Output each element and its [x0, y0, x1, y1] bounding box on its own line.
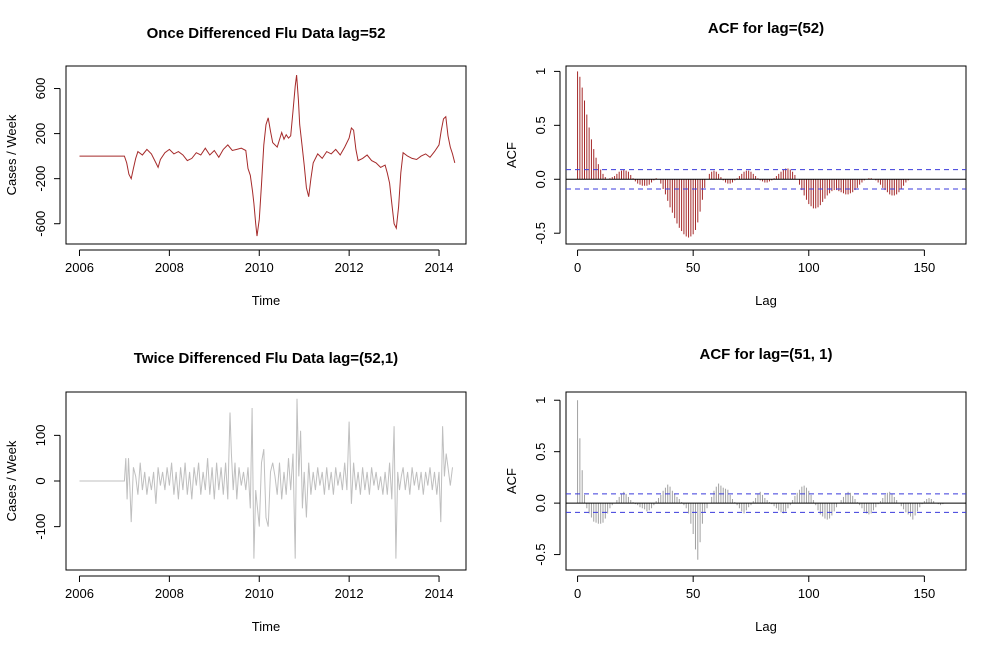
x-tick-label: 2014	[425, 260, 454, 275]
y-tick-label: 100	[33, 425, 48, 447]
y-tick-label: 600	[33, 78, 48, 100]
y-axis-label: Cases / Week	[4, 114, 19, 195]
x-tick-label: 2010	[245, 586, 274, 601]
plot-frame	[565, 65, 967, 245]
x-tick-label: 2006	[65, 586, 94, 601]
x-tick-label: 150	[914, 586, 936, 601]
x-tick-label: 2006	[65, 260, 94, 275]
x-tick-label: 2010	[245, 260, 274, 275]
x-axis-label: Lag	[755, 619, 777, 634]
x-tick-label: 100	[798, 586, 820, 601]
y-tick-label: -0.5	[533, 543, 548, 565]
chart-title: Twice Differenced Flu Data lag=(52,1)	[133, 350, 399, 367]
plot-frame	[65, 391, 467, 571]
y-axis-label: Cases / Week	[4, 440, 19, 521]
chart-svg: 2006 2008 2010 2012 2014 Time -100 0 100 Cases / …	[4, 391, 467, 634]
x-tick-label: 0	[574, 260, 581, 275]
x-tick-label: 2012	[335, 260, 364, 275]
y-tick-label: 0.5	[533, 116, 548, 134]
y-tick-label: 1	[533, 397, 548, 404]
series-line	[79, 74, 456, 237]
chart-svg: 0 50 100 150 Lag -0.5 0.0 0.5 1 ACF	[504, 65, 967, 308]
x-tick-label: 2012	[335, 586, 364, 601]
x-tick-label: 2008	[155, 586, 184, 601]
chart-title: Once Differenced Flu Data lag=52	[146, 25, 386, 42]
chart-panel-acf-51-1: ACF for lag=(51, 1) 0 50 100 150 Lag -0.5 0.0 0…	[500, 326, 1000, 652]
y-tick-label: 0.0	[533, 170, 548, 188]
x-tick-label: 50	[686, 260, 700, 275]
chart-title: ACF for lag=(51, 1)	[699, 346, 833, 363]
y-axis-label: ACF	[504, 142, 519, 168]
y-tick-label: 0	[33, 477, 48, 484]
x-tick-label: 150	[914, 260, 936, 275]
chart-panel-acf-52: ACF for lag=(52) 0 50 100 150 Lag -0.5 0.0 0.5 1…	[500, 0, 1000, 326]
x-axis-label: Lag	[755, 293, 777, 308]
plot-frame	[565, 391, 967, 571]
chart-svg: 2006 2008 2010 2012 2014 Time -600 -200 200 600 Ca…	[4, 65, 467, 308]
y-tick-label: -0.5	[533, 222, 548, 244]
chart-panel-twice-differenced: Twice Differenced Flu Data lag=(52,1) 20…	[0, 326, 500, 652]
y-tick-label: -600	[33, 211, 48, 237]
y-tick-label: -100	[33, 514, 48, 540]
plot-frame	[65, 65, 467, 245]
x-tick-label: 100	[798, 260, 820, 275]
x-tick-label: 2008	[155, 260, 184, 275]
y-tick-label: 0.5	[533, 443, 548, 461]
x-axis-label: Time	[252, 619, 280, 634]
y-tick-label: 1	[533, 68, 548, 75]
y-tick-label: 200	[33, 123, 48, 145]
x-axis-label: Time	[252, 293, 280, 308]
chart-panel-once-differenced: Once Differenced Flu Data lag=52 2006 200…	[0, 0, 500, 326]
x-tick-label: 50	[686, 586, 700, 601]
chart-svg: 0 50 100 150 Lag -0.5 0.0 0.5 1 ACF	[504, 391, 967, 634]
chart-title: ACF for lag=(52)	[707, 20, 825, 37]
x-tick-label: 0	[574, 586, 581, 601]
x-tick-label: 2014	[425, 586, 454, 601]
y-axis-label: ACF	[504, 468, 519, 494]
series-line	[79, 398, 453, 559]
y-tick-label: -200	[33, 166, 48, 192]
y-tick-label: 0.0	[533, 494, 548, 512]
